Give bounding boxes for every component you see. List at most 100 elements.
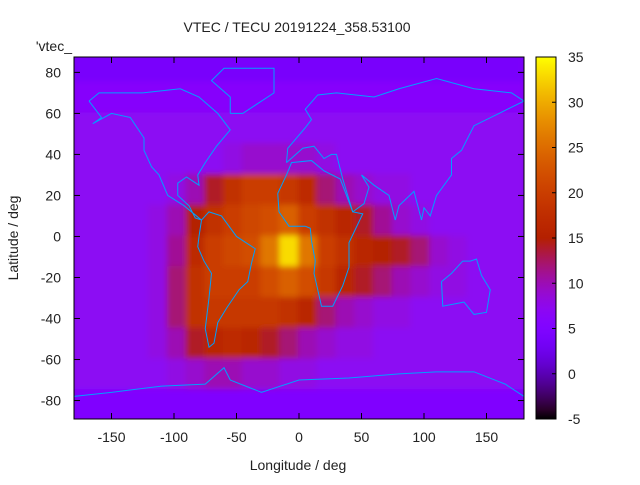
heatmap-cell xyxy=(504,57,524,84)
heatmap-cell xyxy=(185,296,207,330)
heatmap-cell xyxy=(373,112,394,146)
heatmap-cell xyxy=(110,81,132,115)
heatmap-cell xyxy=(429,57,450,84)
heatmap-cell xyxy=(448,112,469,146)
heatmap-cell xyxy=(335,112,357,146)
heatmap-cell xyxy=(410,173,432,207)
heatmap-cell xyxy=(204,296,225,330)
heatmap-cell xyxy=(110,143,132,176)
colorbar-tick-label: 30 xyxy=(568,94,584,110)
heatmap-cell xyxy=(279,358,300,392)
heatmap-cell xyxy=(316,204,338,238)
heatmap-cell xyxy=(410,358,432,392)
heatmap-cell xyxy=(429,235,450,269)
heatmap-cell xyxy=(373,57,394,84)
heatmap-cell xyxy=(410,57,432,84)
heatmap-cell xyxy=(335,358,357,392)
heatmap-cell xyxy=(74,389,94,419)
heatmap-cell xyxy=(504,266,524,299)
heatmap-cell xyxy=(148,112,169,146)
y-tick-label: 0 xyxy=(53,228,61,244)
heatmap-cell xyxy=(298,389,319,419)
heatmap-cell xyxy=(185,112,207,146)
heatmap-cell xyxy=(354,358,375,392)
y-tick-label: -60 xyxy=(41,352,61,368)
heatmap-cell xyxy=(260,57,282,84)
heatmap-cell xyxy=(166,235,188,269)
heatmap-cell xyxy=(410,81,432,115)
heatmap-cell xyxy=(204,235,225,269)
heatmap-cell xyxy=(448,235,469,269)
heatmap-cell xyxy=(74,327,94,361)
heatmap-cell xyxy=(110,112,132,146)
heatmap-cell xyxy=(466,112,488,146)
heatmap-cell xyxy=(204,204,225,238)
heatmap-cell xyxy=(260,173,282,207)
heatmap-cell xyxy=(316,143,338,176)
heatmap-cell xyxy=(260,266,282,299)
heatmap-cell xyxy=(279,266,300,299)
heatmap-cell xyxy=(466,296,488,330)
heatmap-cell xyxy=(316,81,338,115)
heatmap-cell xyxy=(354,112,375,146)
heatmap-cell xyxy=(204,57,225,84)
heatmap-cell xyxy=(485,143,507,176)
heatmap-cell xyxy=(129,204,150,238)
heatmap-cell xyxy=(223,143,244,176)
heatmap-cell xyxy=(316,112,338,146)
heatmap-cell xyxy=(185,204,207,238)
heatmap-cell xyxy=(110,266,132,299)
heatmap-cell xyxy=(91,57,113,84)
heatmap-cell xyxy=(148,389,169,419)
heatmap-cell xyxy=(204,143,225,176)
heatmap-cell xyxy=(354,81,375,115)
heatmap-cell xyxy=(429,389,450,419)
x-tick-label: 100 xyxy=(412,429,436,445)
heatmap-cell xyxy=(91,327,113,361)
heatmap-cell xyxy=(74,143,94,176)
heatmap-cell xyxy=(91,235,113,269)
heatmap-cell xyxy=(429,173,450,207)
heatmap-cell xyxy=(410,204,432,238)
heatmap-cell xyxy=(335,81,357,115)
heatmap-cell xyxy=(110,173,132,207)
heatmap-cell xyxy=(429,143,450,176)
heatmap-cell xyxy=(391,81,413,115)
heatmap-cell xyxy=(129,266,150,299)
heatmap-cell xyxy=(298,173,319,207)
heatmap-cell xyxy=(448,358,469,392)
heatmap-cell xyxy=(391,389,413,419)
heatmap-cell xyxy=(185,143,207,176)
heatmap-cell xyxy=(448,389,469,419)
heatmap-cell xyxy=(391,296,413,330)
heatmap-cell xyxy=(185,235,207,269)
heatmap-cell xyxy=(166,81,188,115)
heatmap-cell xyxy=(485,57,507,84)
heatmap-cell xyxy=(298,358,319,392)
heatmap-cell xyxy=(429,204,450,238)
heatmap-cell xyxy=(110,204,132,238)
heatmap-cell xyxy=(485,112,507,146)
heatmap-cell xyxy=(316,327,338,361)
heatmap-cell xyxy=(110,327,132,361)
heatmap-cell xyxy=(129,173,150,207)
heatmap-cell xyxy=(279,112,300,146)
heatmap-cell xyxy=(448,266,469,299)
heatmap-cell xyxy=(429,112,450,146)
heatmap-cell xyxy=(129,112,150,146)
heatmap-cell xyxy=(185,358,207,392)
heatmap-cell xyxy=(129,358,150,392)
heatmap-cell xyxy=(185,57,207,84)
heatmap-cell xyxy=(429,358,450,392)
heatmap-cell xyxy=(223,204,244,238)
heatmap-cell xyxy=(129,296,150,330)
heatmap-cell xyxy=(148,358,169,392)
heatmap-cell xyxy=(466,204,488,238)
heatmap-cell xyxy=(260,112,282,146)
heatmap-cell xyxy=(373,173,394,207)
heatmap-cell xyxy=(166,57,188,84)
heatmap-cell xyxy=(74,266,94,299)
coastline-south-america xyxy=(197,211,256,349)
x-tick-label: 0 xyxy=(295,429,303,445)
heatmap-cell xyxy=(466,173,488,207)
